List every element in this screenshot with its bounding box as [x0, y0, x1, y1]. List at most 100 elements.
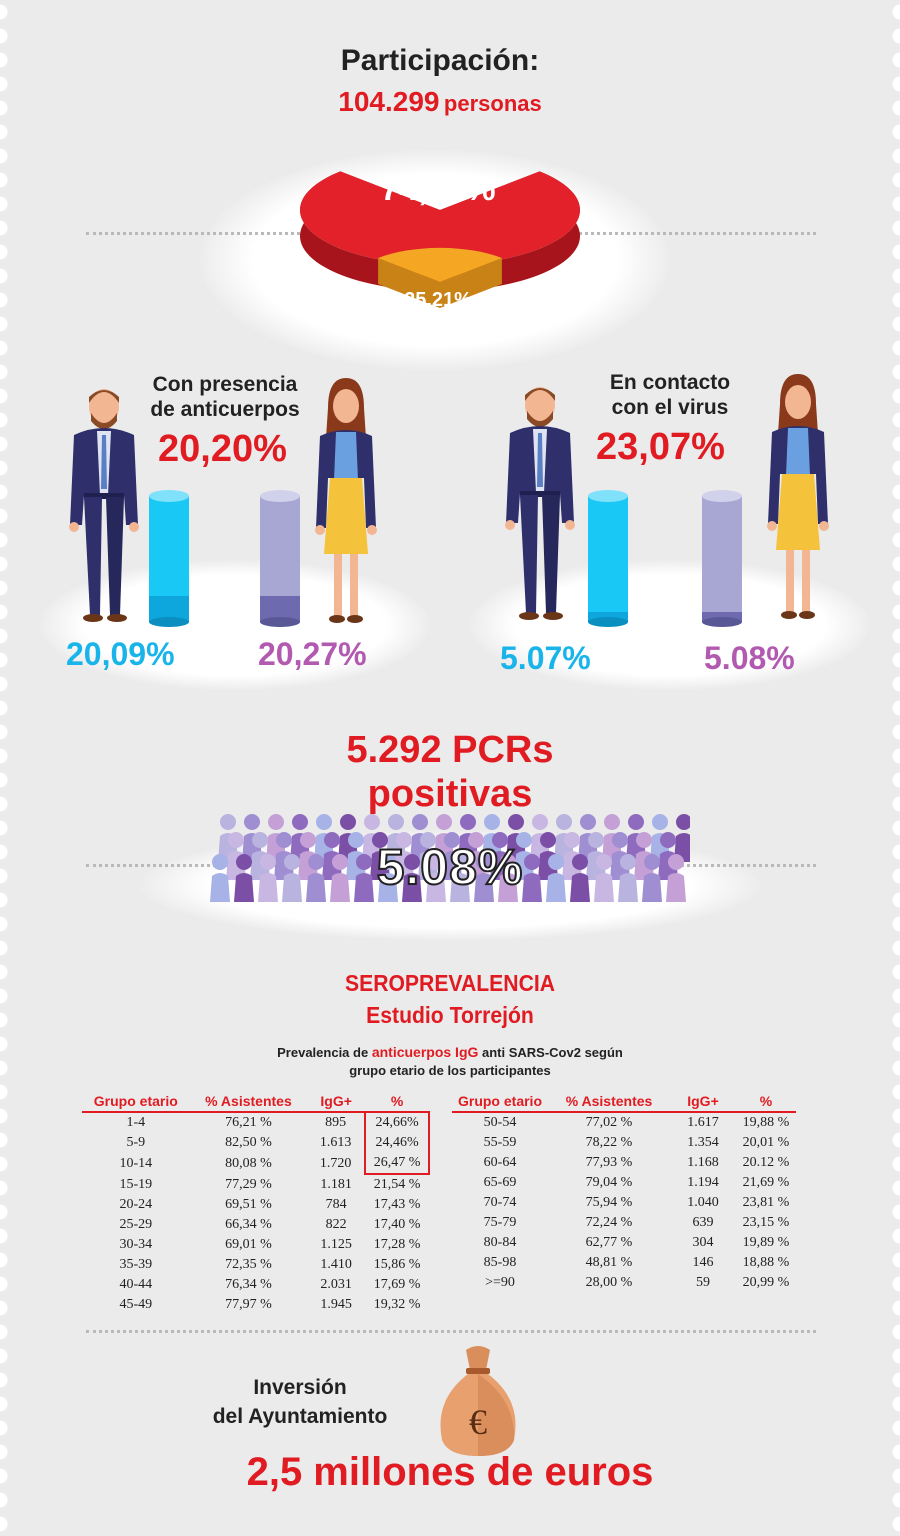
- cell-pct: 26,47 %: [364, 1153, 430, 1175]
- table-row: 65-69 79,04 % 1.194 21,69 %: [452, 1173, 796, 1193]
- antibodies-men-cylinder: [149, 490, 189, 627]
- sero-description: Prevalencia de anticuerpos IgG anti SARS…: [180, 1044, 720, 1060]
- col-header-attendance: % Asistentes: [189, 1093, 308, 1113]
- pie-label-participated: 74,79%: [380, 170, 495, 208]
- cell-pct: 20,99 %: [742, 1275, 790, 1290]
- investment-label: Inversión del Ayuntamiento: [180, 1373, 420, 1431]
- person-icon: [282, 854, 302, 902]
- contact-title: En contacto con el virus: [580, 370, 760, 420]
- table-header-row: Grupo etario % Asistentes IgG+ %: [452, 1093, 796, 1113]
- investment-line1: Inversión: [253, 1376, 347, 1399]
- left-scalloped-edge: [0, 0, 20, 1536]
- cell-age: 5-9: [126, 1135, 146, 1150]
- table-row: 45-49 77,97 % 1.945 19,32 %: [82, 1295, 429, 1315]
- pie-slices: [300, 171, 580, 308]
- pie-slice-wall-1-0: [378, 258, 440, 308]
- cell-igg: 1.613: [319, 1135, 352, 1150]
- table-row: 15-19 77,29 % 1.181 21,54 %: [82, 1174, 429, 1195]
- cell-igg: 784: [325, 1197, 347, 1212]
- person-icon: [594, 854, 614, 902]
- cell-igg: 2.031: [320, 1277, 352, 1292]
- cell-age: 15-19: [119, 1176, 153, 1192]
- table-row: 40-44 76,34 % 2.031 17,69 %: [82, 1275, 429, 1295]
- cell-attendance: 76,21 %: [225, 1115, 272, 1130]
- cell-igg: 1.354: [687, 1135, 719, 1150]
- cell-pct: 19,88 %: [742, 1115, 790, 1130]
- cell-igg: 1.125: [320, 1237, 352, 1252]
- cell-igg: 146: [692, 1255, 714, 1270]
- cell-attendance: 76,34 %: [225, 1277, 272, 1292]
- pie-slice-side-0: [300, 171, 580, 291]
- person-icon: [522, 854, 542, 902]
- cell-igg: 822: [325, 1217, 347, 1232]
- contact-men-cylinder: [588, 490, 628, 627]
- cell-igg: 1.410: [320, 1257, 352, 1272]
- participation-count: 104.299: [338, 86, 440, 117]
- col-header-igg: IgG+: [307, 1093, 366, 1113]
- cell-age: >=90: [485, 1275, 515, 1290]
- person-icon: [354, 854, 374, 902]
- cell-attendance: 69,51 %: [225, 1197, 272, 1212]
- antibodies-title-line1: Con presencia: [152, 373, 298, 396]
- cell-age: 20-24: [119, 1197, 153, 1212]
- person-icon: [498, 854, 518, 902]
- pie-slice-1: [378, 247, 502, 282]
- col-header-age: Grupo etario: [452, 1093, 548, 1113]
- col-header-attendance: % Asistentes: [548, 1093, 670, 1113]
- table-row: 50-54 77,02 % 1.617 19,88 %: [452, 1112, 796, 1133]
- antibodies-title-line2: de anticuerpos: [150, 398, 300, 421]
- person-icon: [234, 854, 254, 902]
- table-header-row: Grupo etario % Asistentes IgG+ %: [82, 1093, 429, 1113]
- participation-count-line: 104.299 personas: [200, 86, 680, 118]
- cell-igg: 59: [696, 1275, 710, 1290]
- table-row: 60-64 77,93 % 1.168 20.12 %: [452, 1153, 796, 1173]
- table-row: 70-74 75,94 % 1.040 23,81 %: [452, 1193, 796, 1213]
- cell-attendance: 66,34 %: [225, 1217, 272, 1232]
- cell-age: 85-98: [483, 1255, 517, 1270]
- table-row: 25-29 66,34 % 822 17,40 %: [82, 1215, 429, 1235]
- cell-attendance: 72,24 %: [585, 1215, 633, 1230]
- cell-pct: 19,89 %: [742, 1235, 790, 1250]
- cell-age: 55-59: [483, 1135, 517, 1150]
- pcr-percentage: 5.08%: [376, 838, 524, 896]
- person-icon: [474, 854, 494, 902]
- contact-title-line2: con el virus: [611, 396, 729, 419]
- pie-label-other: 25,21%: [404, 289, 472, 311]
- cell-attendance: 69,01 %: [225, 1237, 272, 1252]
- cell-pct: 21,69 %: [742, 1175, 790, 1190]
- cell-age: 50-54: [483, 1115, 517, 1130]
- pie-slice-wall-1-1: [440, 258, 502, 308]
- col-header-igg: IgG+: [670, 1093, 736, 1113]
- cell-age: 40-44: [119, 1277, 153, 1292]
- sero-subtitle: Estudio Torrejón: [366, 1002, 534, 1028]
- cell-pct: 21,54 %: [373, 1177, 421, 1192]
- cell-attendance: 78,22 %: [585, 1135, 633, 1150]
- contact-women-value: 5.08%: [704, 640, 795, 676]
- table-row: 75-79 72,24 % 639 23,15 %: [452, 1213, 796, 1233]
- table-row: 35-39 72,35 % 1.410 15,86 %: [82, 1255, 429, 1275]
- cell-attendance: 62,77 %: [585, 1235, 633, 1250]
- cell-pct: 20.12 %: [742, 1155, 790, 1170]
- money-bag-icon: €: [440, 1346, 516, 1456]
- cell-pct: 17,28 %: [373, 1237, 421, 1252]
- person-icon: [378, 854, 398, 902]
- table-row: 85-98 48,81 % 146 18,88 %: [452, 1253, 796, 1273]
- divider-3: [86, 1330, 816, 1333]
- antibodies-men-value: 20,09%: [66, 636, 175, 672]
- pcr-title-line1: 5.292 PCRs: [346, 729, 554, 771]
- man-figure-icon: [505, 387, 575, 620]
- participation-title: Participación:: [340, 44, 540, 77]
- cell-age: 75-79: [483, 1215, 517, 1230]
- right-scalloped-edge: [880, 0, 900, 1536]
- table-row: 30-34 69,01 % 1.125 17,28 %: [82, 1235, 429, 1255]
- investment-line2: del Ayuntamiento: [212, 1405, 388, 1428]
- cell-igg: 639: [692, 1215, 714, 1230]
- cell-attendance: 72,35 %: [225, 1257, 272, 1272]
- cell-igg: 1.168: [687, 1155, 719, 1170]
- col-header-pct: %: [365, 1093, 429, 1113]
- cell-pct: 17,69 %: [373, 1277, 421, 1292]
- antibodies-total: 20,20%: [158, 428, 287, 470]
- cell-pct: 23,15 %: [742, 1215, 790, 1230]
- person-icon: [642, 854, 662, 902]
